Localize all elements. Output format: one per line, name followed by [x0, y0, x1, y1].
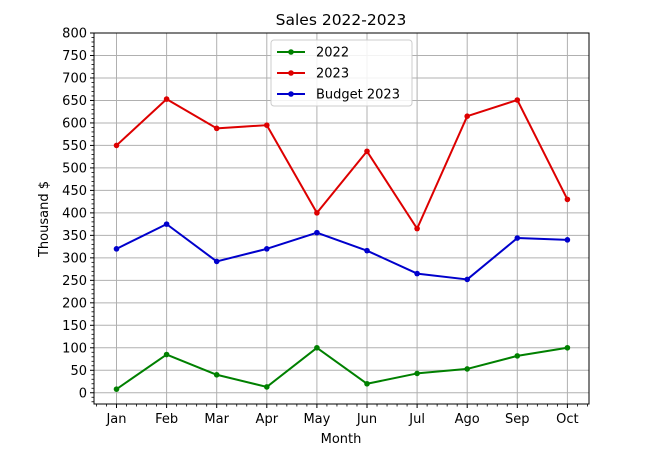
x-tick-label: Apr [256, 412, 279, 427]
x-tick-label: Jul [408, 412, 425, 427]
data-point [113, 386, 120, 392]
legend-marker [288, 91, 294, 97]
data-point [314, 344, 320, 351]
y-tick-label: 150 [62, 319, 87, 334]
data-point [514, 97, 521, 103]
x-axis-label: Month [321, 432, 362, 447]
y-tick-label: 500 [62, 161, 87, 176]
data-point [564, 237, 571, 243]
data-point [464, 113, 471, 119]
y-tick-label: 600 [62, 116, 87, 131]
data-point [564, 344, 571, 351]
data-point [564, 196, 571, 203]
axis-ticks: 0 50 100 150 200 250 300 350 400 450 500 550 600 650 7… [62, 27, 588, 427]
series-group [113, 96, 571, 392]
y-tick-label: 350 [62, 229, 87, 244]
data-point [364, 380, 370, 387]
plot-frame [93, 32, 590, 405]
data-point [464, 366, 471, 372]
data-point [314, 210, 320, 216]
x-tick-label: Jun [356, 412, 377, 427]
data-point [414, 370, 420, 377]
legend-label: 2023 [316, 67, 349, 82]
data-point [264, 122, 270, 128]
data-point [264, 246, 270, 252]
chart-title: Sales 2022-2023 [276, 11, 407, 29]
data-point [163, 221, 170, 227]
data-point [364, 247, 370, 254]
data-point [464, 276, 471, 283]
data-point [213, 125, 220, 132]
series-line [116, 223, 568, 281]
legend: 2022 2023 Budget 2023 [270, 39, 413, 107]
y-tick-label: 800 [62, 27, 87, 42]
data-point [364, 148, 370, 155]
y-tick-label: 700 [62, 71, 87, 86]
series-2023 [113, 96, 571, 232]
series-line [115, 346, 568, 390]
y-tick-label: 550 [62, 139, 87, 154]
legend-box [270, 39, 413, 107]
x-tick-label: May [303, 412, 330, 427]
y-tick-label: 200 [62, 296, 87, 311]
x-tick-label: Oct [556, 412, 578, 427]
legend-marker [288, 49, 294, 55]
y-tick-label: 750 [62, 49, 87, 64]
data-point [113, 246, 120, 252]
series-2022 [113, 344, 571, 392]
legend-items: 2022 2023 Budget 2023 [277, 46, 400, 103]
x-tick-label: Mar [204, 412, 229, 427]
data-point [264, 384, 270, 390]
data-point [514, 353, 521, 359]
x-tick-label: Jan [105, 412, 126, 427]
y-tick-label: 250 [62, 274, 87, 289]
data-point [113, 142, 120, 149]
x-tick-label: Feb [155, 412, 178, 427]
legend-label: 2022 [316, 46, 349, 61]
data-point [163, 351, 170, 358]
data-point [514, 235, 521, 241]
legend-label: Budget 2023 [316, 88, 400, 103]
y-tick-label: 100 [62, 341, 87, 356]
data-point [213, 258, 220, 265]
y-tick-label: 400 [62, 206, 87, 221]
data-point [213, 371, 220, 378]
y-tick-label: 0 [79, 386, 87, 401]
series-line [115, 98, 569, 230]
y-tick-label: 650 [62, 94, 87, 109]
y-tick-label: 450 [62, 184, 87, 199]
data-point [414, 225, 420, 232]
y-axis-label: Thousand $ [37, 181, 52, 258]
x-tick-label: Ago [455, 412, 480, 427]
series-budget-2023 [113, 221, 571, 283]
legend-marker [288, 70, 294, 76]
data-point [414, 270, 420, 277]
data-point [314, 229, 320, 236]
x-tick-label: Sep [505, 412, 530, 427]
data-point [163, 96, 170, 102]
y-tick-label: 300 [62, 251, 87, 266]
y-tick-label: 50 [70, 364, 87, 379]
